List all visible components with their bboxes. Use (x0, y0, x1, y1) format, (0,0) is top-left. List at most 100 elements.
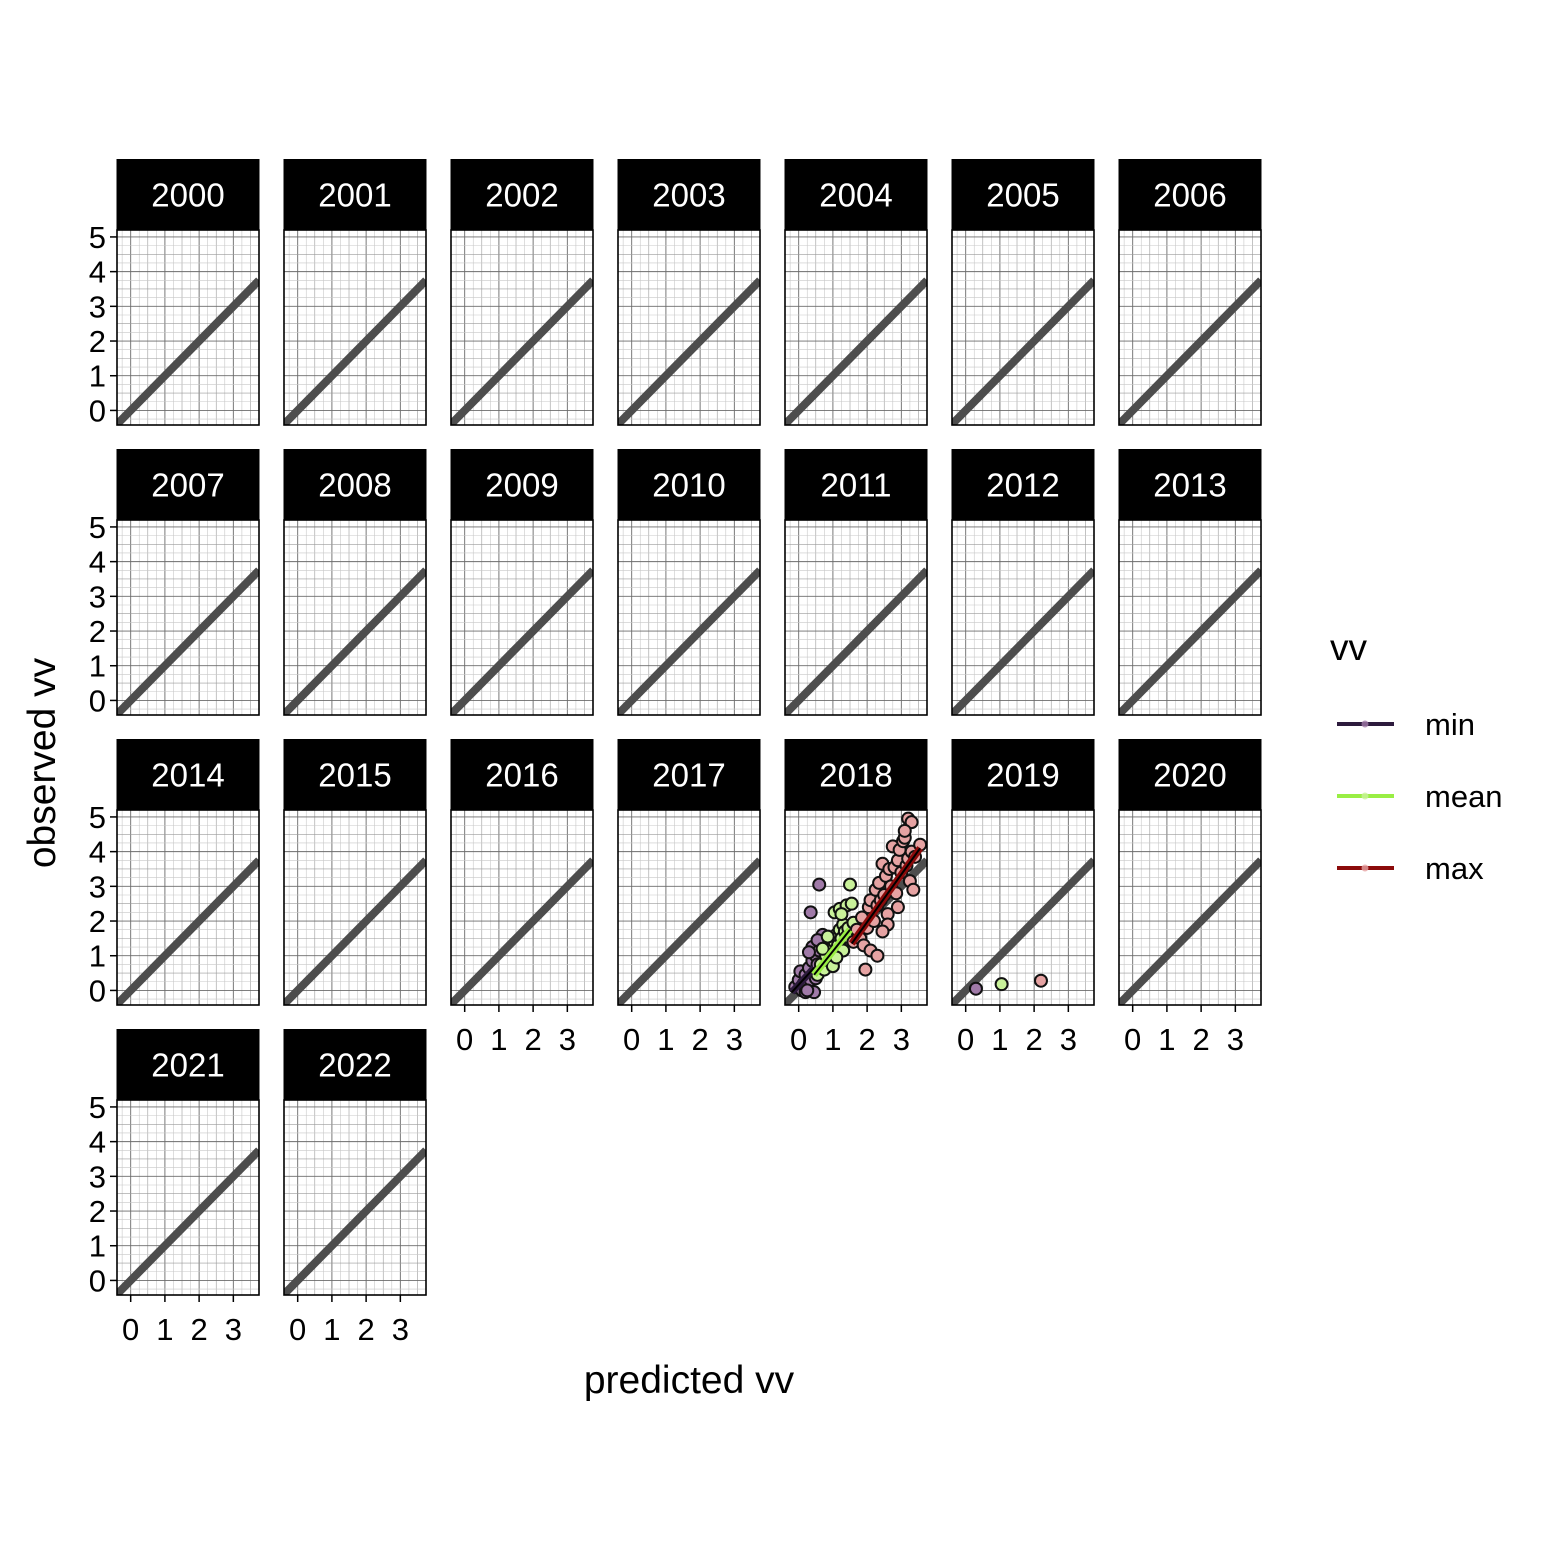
point-max (890, 900, 905, 915)
reference-line (618, 857, 760, 1005)
point-mean (994, 977, 1009, 992)
reference-line (1119, 567, 1261, 715)
facet-strip (784, 739, 928, 810)
y-tick-label: 3 (89, 1159, 106, 1194)
facet-strip (450, 739, 594, 810)
facet-strip-label: 2019 (986, 757, 1059, 794)
facet-strip (283, 739, 427, 810)
legend-label-min: min (1425, 707, 1475, 742)
facet-strip (617, 449, 761, 520)
facet-strip (617, 739, 761, 810)
facet-strip (116, 1029, 260, 1100)
facet-panel-2018: 2018 0 1 2 3 (784, 739, 928, 1057)
facet-strip-label: 2014 (151, 757, 224, 794)
x-tick-label: 3 (392, 1312, 409, 1347)
facet-strip-label: 2000 (151, 177, 224, 214)
point-mean (844, 896, 859, 911)
facet-panel-2019: 2019 0 1 2 3 (951, 739, 1095, 1057)
legend-key-dot-mean (1361, 792, 1369, 800)
facet-strip-label: 2011 (821, 467, 892, 504)
grid-lines (618, 520, 760, 715)
reference-line (952, 277, 1094, 425)
y-tick-label: 2 (89, 324, 106, 359)
x-tick-label: 1 (490, 1022, 507, 1057)
panel-border (450, 809, 594, 1006)
facet-strip (784, 159, 928, 230)
x-tick-label: 2 (524, 1022, 541, 1057)
facet-panel-2004: 2004 (784, 159, 928, 426)
panel-border (951, 519, 1095, 716)
grid-lines (117, 1100, 259, 1295)
x-tick-label: 2 (858, 1022, 875, 1057)
facet-panel-2020: 2020 0 1 2 3 (1118, 739, 1262, 1057)
panel-border (116, 229, 260, 426)
legend-title: vv (1330, 627, 1368, 668)
point-mean (815, 941, 830, 956)
facet-strip (116, 449, 260, 520)
facet-strip (1118, 449, 1262, 520)
reference-line (618, 277, 760, 425)
panel-border (450, 229, 594, 426)
x-tick-label: 0 (623, 1022, 640, 1057)
facet-strip-label: 2008 (318, 467, 391, 504)
fit-line-min (791, 967, 815, 993)
point-max (870, 948, 885, 963)
x-tick-label: 1 (1158, 1022, 1175, 1057)
facet-strip-label: 2021 (151, 1047, 224, 1084)
grid-lines (451, 810, 593, 1005)
reference-line (451, 277, 593, 425)
grid-lines (284, 1100, 426, 1295)
panel-border (283, 809, 427, 1006)
facet-strip (450, 449, 594, 520)
y-tick-label: 4 (89, 545, 106, 580)
point-max (1033, 973, 1048, 988)
grid-lines (618, 230, 760, 425)
facet-panel-2016: 2016 0 1 2 3 (450, 739, 594, 1057)
panel-border (617, 519, 761, 716)
facet-strip-label: 2006 (1153, 177, 1226, 214)
x-tick-label: 3 (726, 1022, 743, 1057)
facet-panel-2011: 2011 (784, 449, 928, 716)
x-tick-label: 0 (122, 1312, 139, 1347)
x-tick-label: 1 (156, 1312, 173, 1347)
x-tick-label: 2 (1025, 1022, 1042, 1057)
x-tick-label: 1 (824, 1022, 841, 1057)
legend-key-dot-min (1361, 720, 1369, 728)
x-tick-label: 0 (1124, 1022, 1141, 1057)
point-max (906, 882, 921, 897)
reference-line (952, 567, 1094, 715)
panel-border (283, 1099, 427, 1296)
y-tick-label: 0 (89, 973, 106, 1008)
facet-strip (283, 1029, 427, 1100)
facet-strip-label: 2022 (318, 1047, 391, 1084)
panel-border (1118, 229, 1262, 426)
x-tick-label: 3 (893, 1022, 910, 1057)
grid-lines (451, 230, 593, 425)
y-tick-label: 5 (89, 220, 106, 255)
reference-line (952, 857, 1094, 1005)
legend-label-max: max (1425, 851, 1484, 886)
x-axis-title: predicted vv (584, 1359, 795, 1402)
facet-strip (116, 739, 260, 810)
reference-line (618, 567, 760, 715)
point-mean (820, 929, 835, 944)
point-max (875, 924, 890, 939)
y-tick-label: 5 (89, 1090, 106, 1125)
reference-line (451, 567, 593, 715)
grid-lines (618, 810, 760, 1005)
facet-strip-label: 2010 (652, 467, 725, 504)
reference-line (451, 857, 593, 1005)
x-tick-label: 1 (991, 1022, 1008, 1057)
legend: vv min mean max (1330, 627, 1503, 886)
x-tick-label: 2 (190, 1312, 207, 1347)
facet-panel-2012: 2012 (951, 449, 1095, 716)
y-tick-label: 1 (89, 939, 106, 974)
point-max (897, 823, 912, 838)
facet-panel-2013: 2013 (1118, 449, 1262, 716)
facet-panel-2022: 2022 0 1 2 3 (283, 1029, 427, 1347)
y-tick-label: 4 (89, 1125, 106, 1160)
